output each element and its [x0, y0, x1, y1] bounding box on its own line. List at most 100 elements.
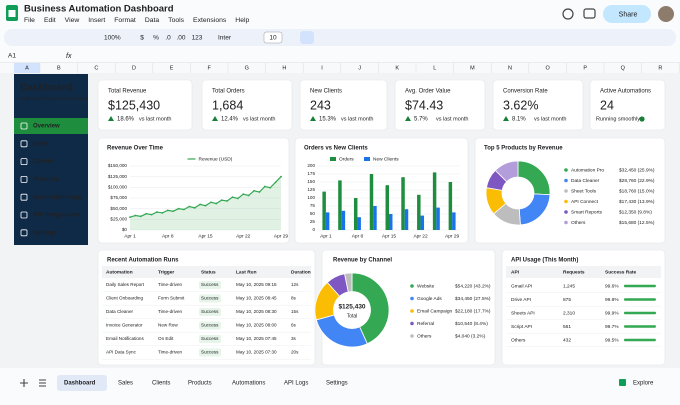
- point: [188, 205, 191, 208]
- kpi-change: 5.7%: [414, 117, 428, 123]
- x-tick-label: Apr 1: [124, 233, 136, 239]
- nav-item[interactable]: Sales: [33, 141, 49, 147]
- legend-label: Revenue (USD): [199, 156, 233, 162]
- table-cell: 6s: [291, 323, 297, 328]
- format-button[interactable]: $: [140, 35, 144, 42]
- point: [204, 204, 207, 207]
- all-sheets[interactable]: [39, 379, 46, 387]
- bar: [404, 209, 409, 230]
- bar: [369, 174, 374, 230]
- add-sheet[interactable]: [20, 379, 28, 387]
- column-header-bar: [0, 63, 680, 73]
- y-tick-label: 50: [310, 211, 316, 216]
- value-label: $4,040 (3.2%): [455, 333, 486, 339]
- sheet-tab[interactable]: Automations: [232, 381, 265, 387]
- y-tick-label: 175: [307, 171, 315, 176]
- comment-icon[interactable]: [583, 8, 596, 19]
- status-pill: [199, 348, 221, 357]
- sheets-logo-grid: [8, 10, 16, 17]
- point: [215, 202, 218, 205]
- font-select[interactable]: Inter: [218, 35, 232, 42]
- kpi-value: 1,684: [212, 98, 243, 112]
- nav-icon: [20, 175, 28, 183]
- area: [130, 176, 281, 230]
- column-header: Q: [621, 65, 626, 71]
- nav-item[interactable]: Clients: [33, 159, 54, 165]
- sheet-tab[interactable]: Products: [188, 381, 212, 387]
- share-label[interactable]: Share: [619, 11, 638, 18]
- bar: [373, 206, 377, 230]
- menu-item[interactable]: Extensions: [193, 17, 227, 24]
- format-button[interactable]: 123: [192, 35, 203, 42]
- share-button[interactable]: [603, 5, 651, 23]
- kpi-value: $74.43: [405, 98, 443, 112]
- y-tick-label: $150,000: [108, 163, 128, 168]
- nav-icon: [20, 122, 28, 130]
- point: [183, 208, 185, 211]
- point: [242, 193, 245, 196]
- legend-label: Automation Pro: [571, 167, 604, 173]
- up-arrow: [212, 116, 218, 121]
- card: [97, 249, 316, 366]
- menu-item[interactable]: Data: [145, 17, 160, 24]
- card: [299, 79, 388, 131]
- status-pill: [199, 335, 221, 343]
- kpi-change: 15.3%: [319, 117, 337, 123]
- explore-button[interactable]: Explore: [633, 381, 654, 387]
- table-cell: 561: [563, 324, 571, 330]
- nav-item[interactable]: Settings: [33, 230, 57, 236]
- sheet-tab[interactable]: API Logs: [284, 381, 308, 387]
- chart-title: Revenue Over Time: [107, 146, 164, 152]
- table-cell: May 10, 2025 08:30: [236, 309, 277, 314]
- menu-item[interactable]: Edit: [44, 17, 56, 24]
- column-header-active: [14, 63, 40, 73]
- table-cell: Gmail API: [511, 283, 532, 289]
- value-label: $18,760 (15.0%): [619, 188, 655, 194]
- nav-icon: [20, 140, 28, 148]
- menu-item[interactable]: Help: [235, 17, 249, 24]
- value-label: $28,760 (22.9%): [619, 178, 655, 184]
- bar: [436, 207, 440, 230]
- check-icon: [639, 116, 645, 122]
- point: [177, 207, 180, 210]
- menu-item[interactable]: Tools: [168, 17, 184, 24]
- menu-item[interactable]: Format: [114, 17, 136, 24]
- nav-icon: [20, 229, 28, 237]
- status-badge: Success: [201, 336, 219, 341]
- kpi-value: $125,430: [108, 98, 160, 112]
- nav-item[interactable]: Products: [33, 177, 60, 183]
- y-tick-label: $100,000: [108, 185, 128, 190]
- history-icon[interactable]: [562, 8, 574, 20]
- point: [150, 213, 153, 216]
- up-arrow: [310, 116, 316, 121]
- nav-item[interactable]: Overview: [33, 124, 60, 130]
- table-cell: Data Cleaner: [106, 309, 134, 314]
- menu-item[interactable]: Insert: [88, 17, 105, 24]
- nav-icon: [20, 193, 28, 201]
- sheet-tab[interactable]: Clients: [152, 381, 170, 387]
- nav-item[interactable]: Automation Logs: [33, 195, 83, 201]
- y-tick-label: $75,000: [110, 195, 127, 200]
- kpi-value: 24: [600, 98, 614, 112]
- format-button[interactable]: %: [153, 35, 159, 42]
- card: [294, 137, 469, 244]
- table-cell: New Row: [158, 323, 178, 328]
- legend-label: Sheet Tools: [571, 188, 597, 194]
- legend-label: Orders: [339, 156, 354, 162]
- zoom[interactable]: 100%: [104, 35, 121, 42]
- menu-item[interactable]: View: [65, 17, 80, 24]
- avatar[interactable]: [658, 6, 674, 22]
- font-size[interactable]: 10: [269, 35, 277, 42]
- sheet-tab[interactable]: Settings: [326, 381, 348, 387]
- format-button[interactable]: .0: [165, 35, 171, 42]
- sheet-tab[interactable]: Dashboard: [64, 381, 96, 387]
- legend-label: Smart Reports: [571, 209, 603, 215]
- menu-item[interactable]: File: [24, 17, 35, 24]
- progress-bar: [624, 311, 656, 315]
- nav-item[interactable]: API Integrations: [33, 213, 80, 219]
- sheet-tab[interactable]: Sales: [118, 381, 133, 387]
- format-button[interactable]: .00: [176, 35, 185, 42]
- kpi-value: 3.62%: [503, 98, 538, 112]
- card: [201, 79, 293, 131]
- tab-active: [57, 375, 107, 391]
